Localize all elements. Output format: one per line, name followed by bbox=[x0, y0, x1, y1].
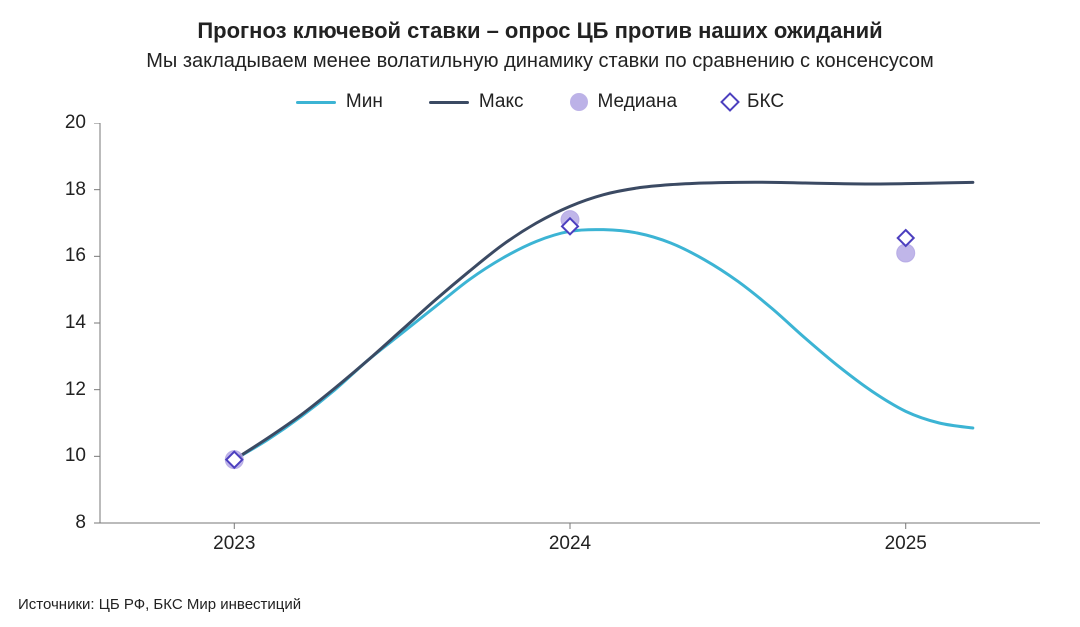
y-tick-label: 18 bbox=[30, 179, 86, 201]
x-tick-label: 2024 bbox=[549, 533, 591, 555]
y-tick-label: 10 bbox=[30, 445, 86, 467]
x-axis-ticks: 2023 2024 2025 bbox=[30, 523, 1070, 563]
legend-item-Медиана: Медиана bbox=[570, 91, 678, 113]
plot-svg bbox=[30, 123, 1070, 563]
legend-label: БКС bbox=[747, 91, 784, 113]
chart-footer: Источники: ЦБ РФ, БКС Мир инвестиций bbox=[18, 596, 301, 613]
legend-item-Мин: Мин bbox=[296, 91, 383, 113]
y-tick-label: 14 bbox=[30, 312, 86, 334]
series-line-min bbox=[234, 230, 973, 460]
y-tick-label: 12 bbox=[30, 379, 86, 401]
legend-line-swatch bbox=[296, 101, 336, 104]
legend-line-swatch bbox=[429, 101, 469, 104]
point-bks bbox=[898, 230, 914, 246]
legend-label: Медиана bbox=[598, 91, 678, 113]
plot-area: 8101214161820 202320242025 bbox=[30, 123, 1070, 563]
y-tick-label: 20 bbox=[30, 112, 86, 134]
x-tick-label: 2023 bbox=[213, 533, 255, 555]
legend-item-БКС: БКС bbox=[723, 91, 784, 113]
chart-legend: Мин Макс Медиана БКС bbox=[30, 91, 1050, 113]
x-tick-label: 2025 bbox=[885, 533, 927, 555]
series-line-max bbox=[234, 182, 973, 459]
legend-dot-swatch bbox=[570, 93, 588, 111]
legend-diamond-swatch bbox=[720, 92, 740, 112]
y-axis-ticks: 8101214161820 bbox=[30, 123, 100, 523]
chart-container: Прогноз ключевой ставки – опрос ЦБ проти… bbox=[0, 0, 1080, 627]
y-tick-label: 16 bbox=[30, 245, 86, 267]
legend-label: Макс bbox=[479, 91, 524, 113]
chart-title: Прогноз ключевой ставки – опрос ЦБ проти… bbox=[30, 18, 1050, 44]
legend-label: Мин bbox=[346, 91, 383, 113]
chart-subtitle: Мы закладываем менее волатильную динамик… bbox=[30, 50, 1050, 73]
legend-item-Макс: Макс bbox=[429, 91, 524, 113]
